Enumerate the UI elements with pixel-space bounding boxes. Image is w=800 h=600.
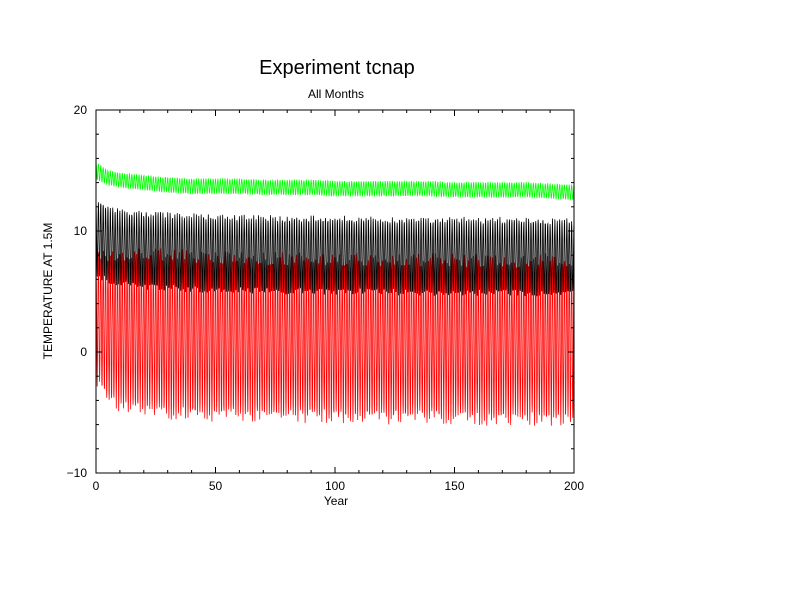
x-tick-label: 50 (209, 479, 223, 493)
x-tick-label: 200 (564, 479, 584, 493)
x-tick-label: 0 (93, 479, 100, 493)
chart-title: Experiment tcnap (259, 57, 415, 79)
series-line-2 (95, 248, 575, 426)
series-line-1 (95, 201, 575, 297)
x-tick-label: 150 (444, 479, 464, 493)
y-axis-label: TEMPERATURE AT 1.5M (41, 223, 55, 360)
x-axis-label: Year (324, 494, 348, 508)
tick-layer: 0 50 100 150 200 −10 0 10 20 (67, 103, 585, 493)
chart-subtitle: All Months (308, 87, 364, 101)
y-tick-label: −10 (67, 466, 88, 480)
y-tick-label: 0 (80, 345, 87, 359)
y-tick-label: 20 (74, 103, 88, 117)
series-layer (95, 161, 575, 426)
x-tick-label: 100 (325, 479, 345, 493)
series-line-0 (95, 161, 575, 201)
y-tick-label: 10 (74, 224, 88, 238)
